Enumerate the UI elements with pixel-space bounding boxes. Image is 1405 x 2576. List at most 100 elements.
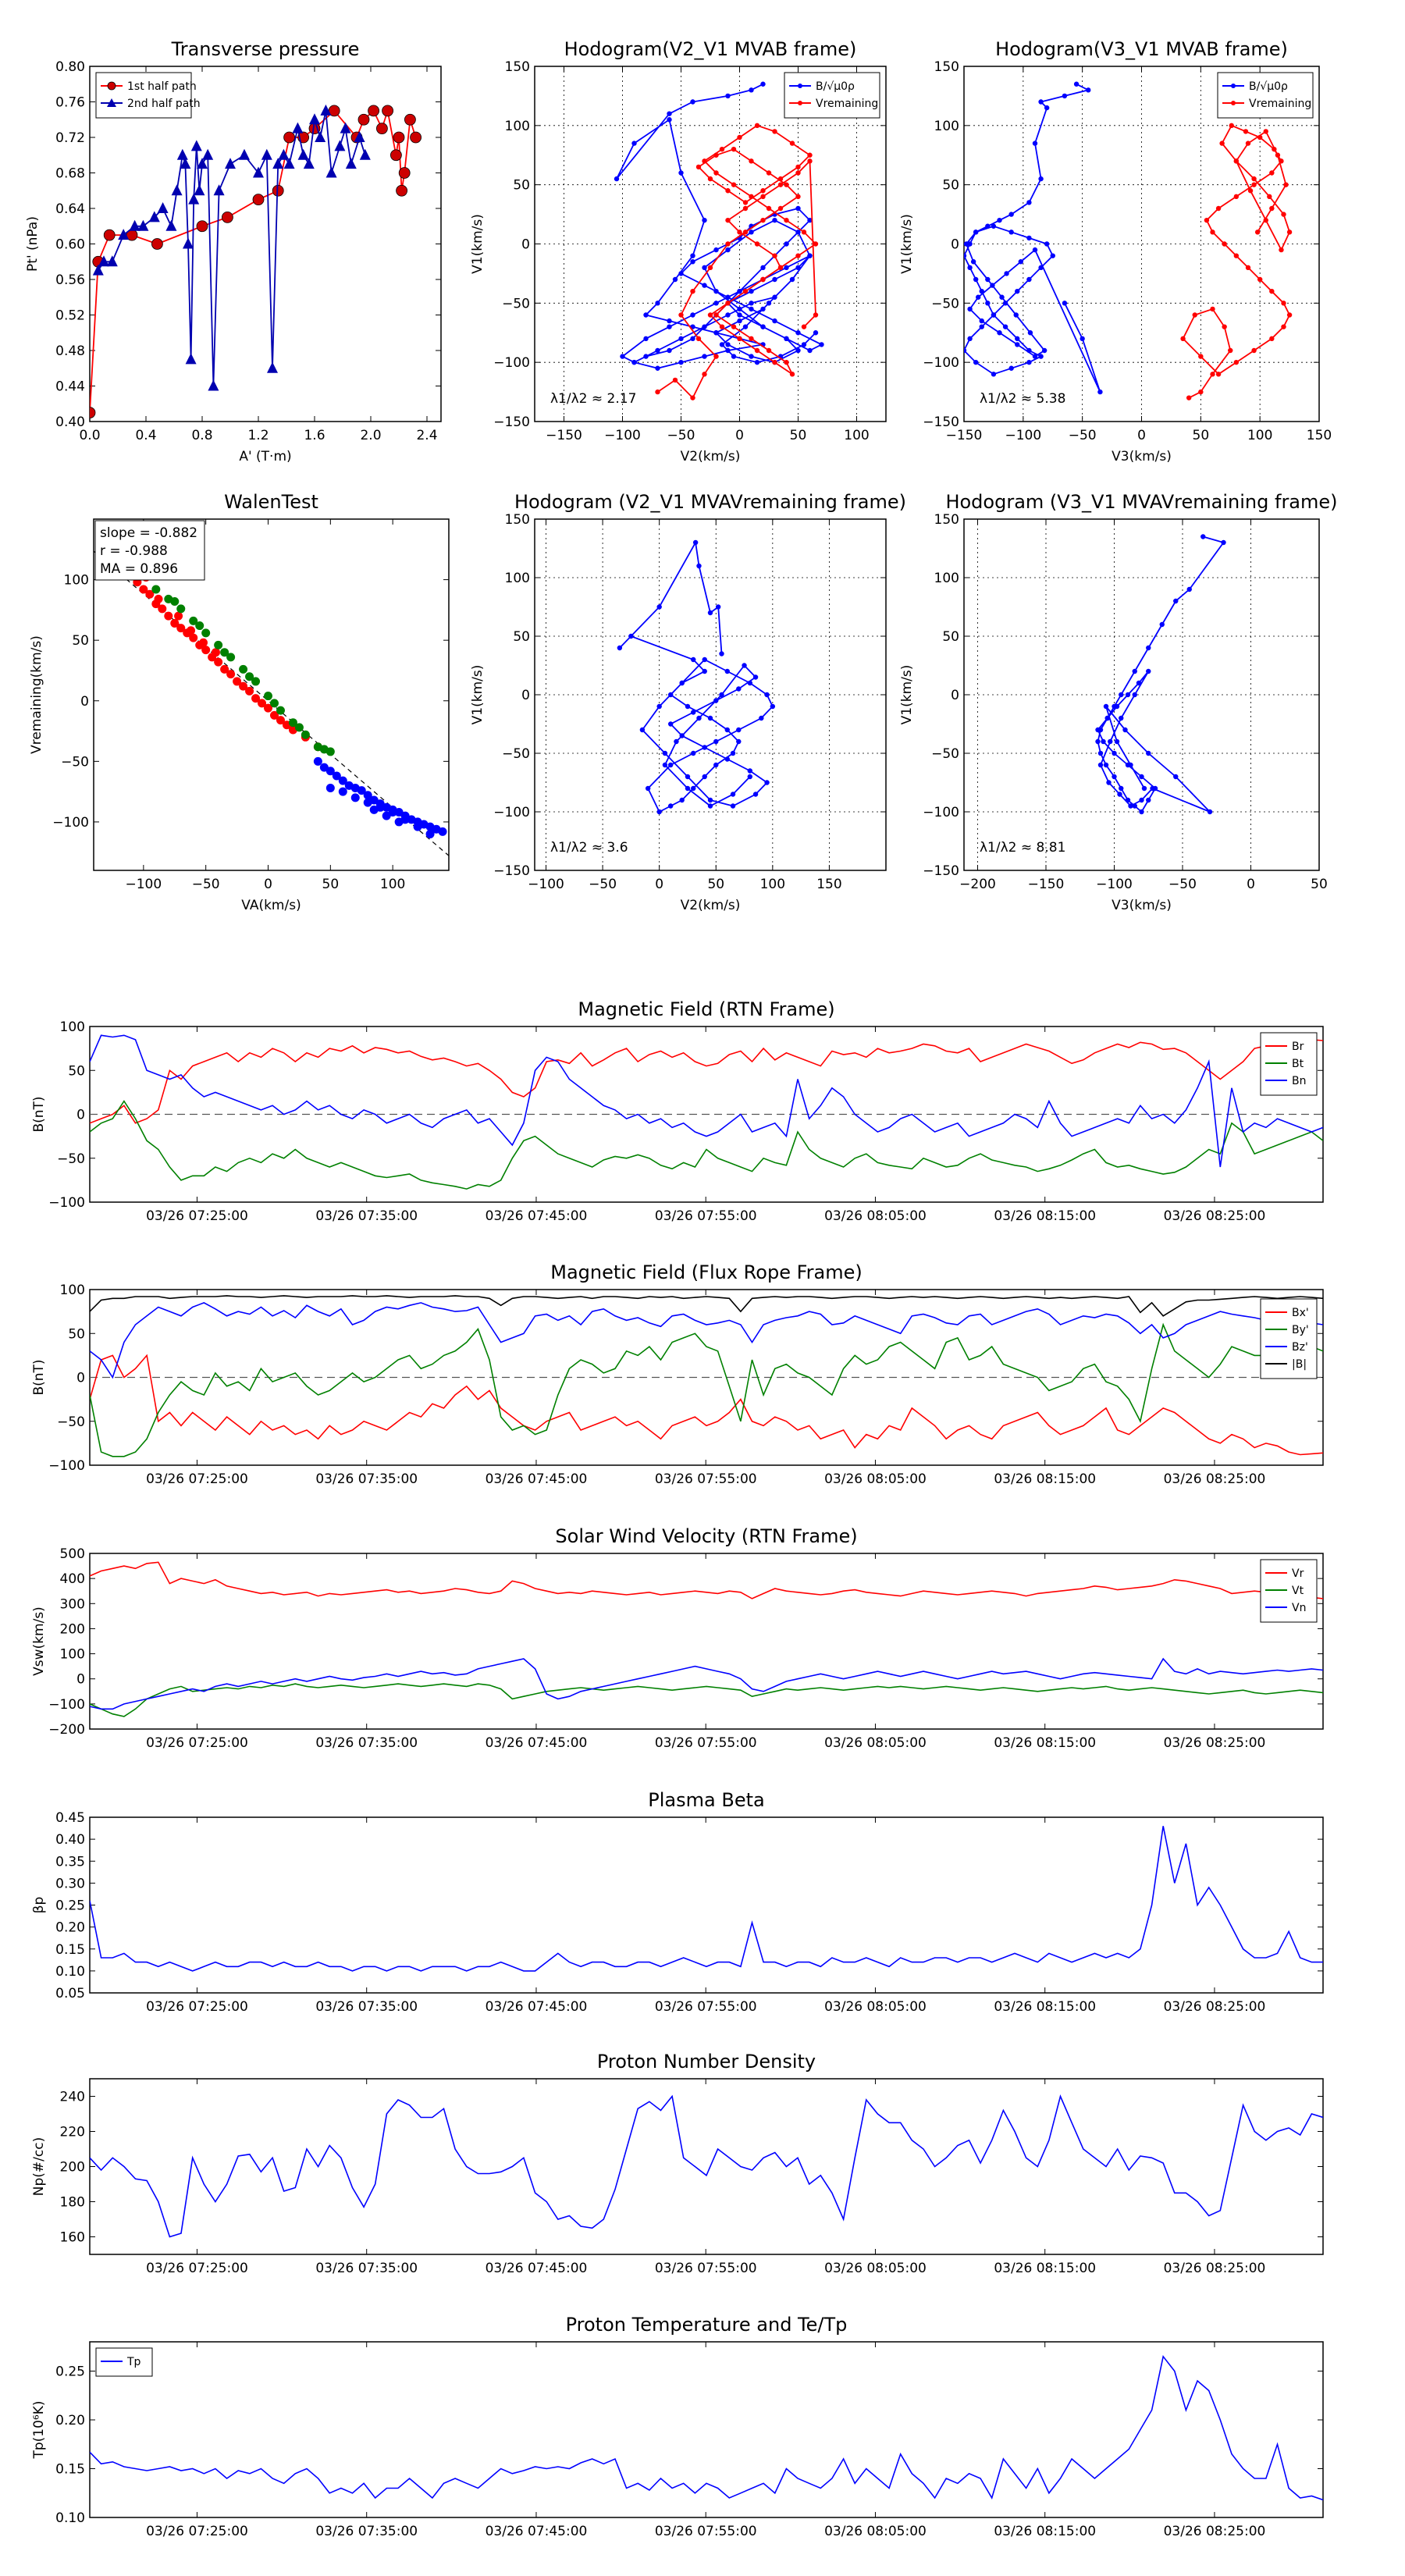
data-marker <box>283 131 296 144</box>
data-marker <box>991 223 997 229</box>
chart-title: Magnetic Field (RTN Frame) <box>578 998 834 1020</box>
data-marker <box>713 301 719 306</box>
data-marker <box>1281 324 1286 329</box>
legend-marker <box>798 101 802 105</box>
data-marker <box>997 330 1002 336</box>
y-tick-label: 0.45 <box>55 1810 85 1826</box>
y-tick-label: 0.05 <box>55 1986 85 2001</box>
data-marker <box>742 663 747 668</box>
data-marker <box>772 359 777 365</box>
data-marker <box>1026 347 1032 354</box>
data-marker <box>1245 265 1251 271</box>
scatter-point-red <box>269 710 279 720</box>
y-tick-label: 150 <box>934 59 959 75</box>
data-marker <box>801 324 807 329</box>
data-marker <box>713 247 719 253</box>
data-marker <box>667 318 672 324</box>
data-marker <box>1038 265 1044 271</box>
data-marker <box>1200 534 1206 539</box>
data-marker <box>784 217 789 223</box>
data-marker <box>784 336 789 342</box>
data-marker <box>1233 253 1240 258</box>
y-tick-label: 100 <box>934 119 959 134</box>
data-marker <box>678 170 684 176</box>
data-marker <box>1032 141 1038 146</box>
series-line-Br <box>90 1036 1323 1124</box>
plot-frame <box>89 66 442 422</box>
data-marker <box>1038 354 1044 359</box>
data-marker <box>979 324 984 329</box>
data-marker <box>1106 780 1112 785</box>
data-marker <box>973 359 979 365</box>
data-marker <box>760 265 766 271</box>
scatter-point-blue <box>369 805 379 814</box>
data-marker <box>1275 152 1281 158</box>
data-marker <box>991 372 997 377</box>
data-marker <box>1267 194 1272 200</box>
data-marker <box>278 148 290 160</box>
data-marker <box>1114 703 1120 710</box>
y-tick-label: 500 <box>60 1546 85 1562</box>
data-marker <box>655 301 660 306</box>
data-marker <box>691 656 696 663</box>
data-marker <box>1095 738 1101 745</box>
data-marker <box>979 288 984 294</box>
data-marker <box>672 377 678 383</box>
data-marker <box>789 141 795 146</box>
y-tick-label: 100 <box>60 1019 85 1035</box>
y-tick-label: −100 <box>48 1458 85 1474</box>
data-marker <box>730 750 736 756</box>
data-marker <box>1015 342 1020 347</box>
x-tick-label: −50 <box>589 877 617 892</box>
scatter-point-blue <box>394 808 404 817</box>
y-tick-label: 0.30 <box>55 1876 85 1891</box>
scatter-point-red <box>201 646 211 655</box>
chart-h1: Hodogram(V2_V1 MVAB frame) −150 −100 −50 0 50… <box>470 38 887 464</box>
scatter-point-blue <box>425 829 435 838</box>
data-marker <box>970 259 976 265</box>
chart-tp: Proton Temperature and Te/Tp 0.10 0.15 0.20… <box>31 2314 1324 2539</box>
x-tick-label: −150 <box>546 428 582 443</box>
x-tick-label: 100 <box>380 877 405 892</box>
plot-frame <box>963 66 1320 422</box>
data-marker <box>1026 359 1032 365</box>
data-marker <box>656 809 662 815</box>
data-marker <box>749 194 754 200</box>
chart-h3: Hodogram (V2_V1 MVAVremaining frame) −150… <box>470 491 906 913</box>
scatter-point-red <box>158 604 167 614</box>
chart-beta: Plasma Beta 0.05 0.10 0.15 0.20 0.25 0.30 0.35 0… <box>31 1789 1324 2015</box>
data-marker <box>742 205 749 212</box>
data-marker <box>752 792 759 797</box>
data-marker <box>667 324 672 329</box>
scatter-point-red <box>187 626 196 635</box>
scatter-point-green <box>251 677 261 686</box>
scatter-point-green <box>294 723 304 732</box>
data-marker <box>639 727 646 733</box>
data-marker <box>724 727 730 733</box>
data-marker <box>964 241 969 247</box>
plot-area <box>90 1561 1323 1717</box>
data-marker <box>696 563 702 569</box>
y-tick-label: 100 <box>60 1283 85 1298</box>
scatter-point-red <box>198 638 208 647</box>
y-tick-label: −100 <box>48 1697 85 1713</box>
scatter-point-blue <box>438 827 447 836</box>
data-marker <box>795 194 801 200</box>
data-marker <box>685 785 691 792</box>
x-tick-label: −100 <box>1005 428 1041 443</box>
data-marker <box>137 219 149 231</box>
series-line-Bz' <box>90 1302 1323 1379</box>
legend-label: Bz' <box>1292 1341 1308 1354</box>
plot-area <box>964 81 1293 400</box>
y-tick-label: 0 <box>521 237 530 253</box>
data-marker <box>1198 389 1204 395</box>
data-marker <box>1044 241 1050 247</box>
data-marker <box>807 347 813 354</box>
data-marker <box>194 184 205 196</box>
scatter-point-green <box>201 628 211 638</box>
x-tick-label: 03/26 08:05:00 <box>824 1999 927 2015</box>
data-marker <box>1228 347 1233 354</box>
y-tick-label: −100 <box>48 1195 85 1211</box>
x-tick-label: 03/26 08:25:00 <box>1164 1999 1266 2015</box>
series-line-Bx' <box>90 1354 1323 1456</box>
